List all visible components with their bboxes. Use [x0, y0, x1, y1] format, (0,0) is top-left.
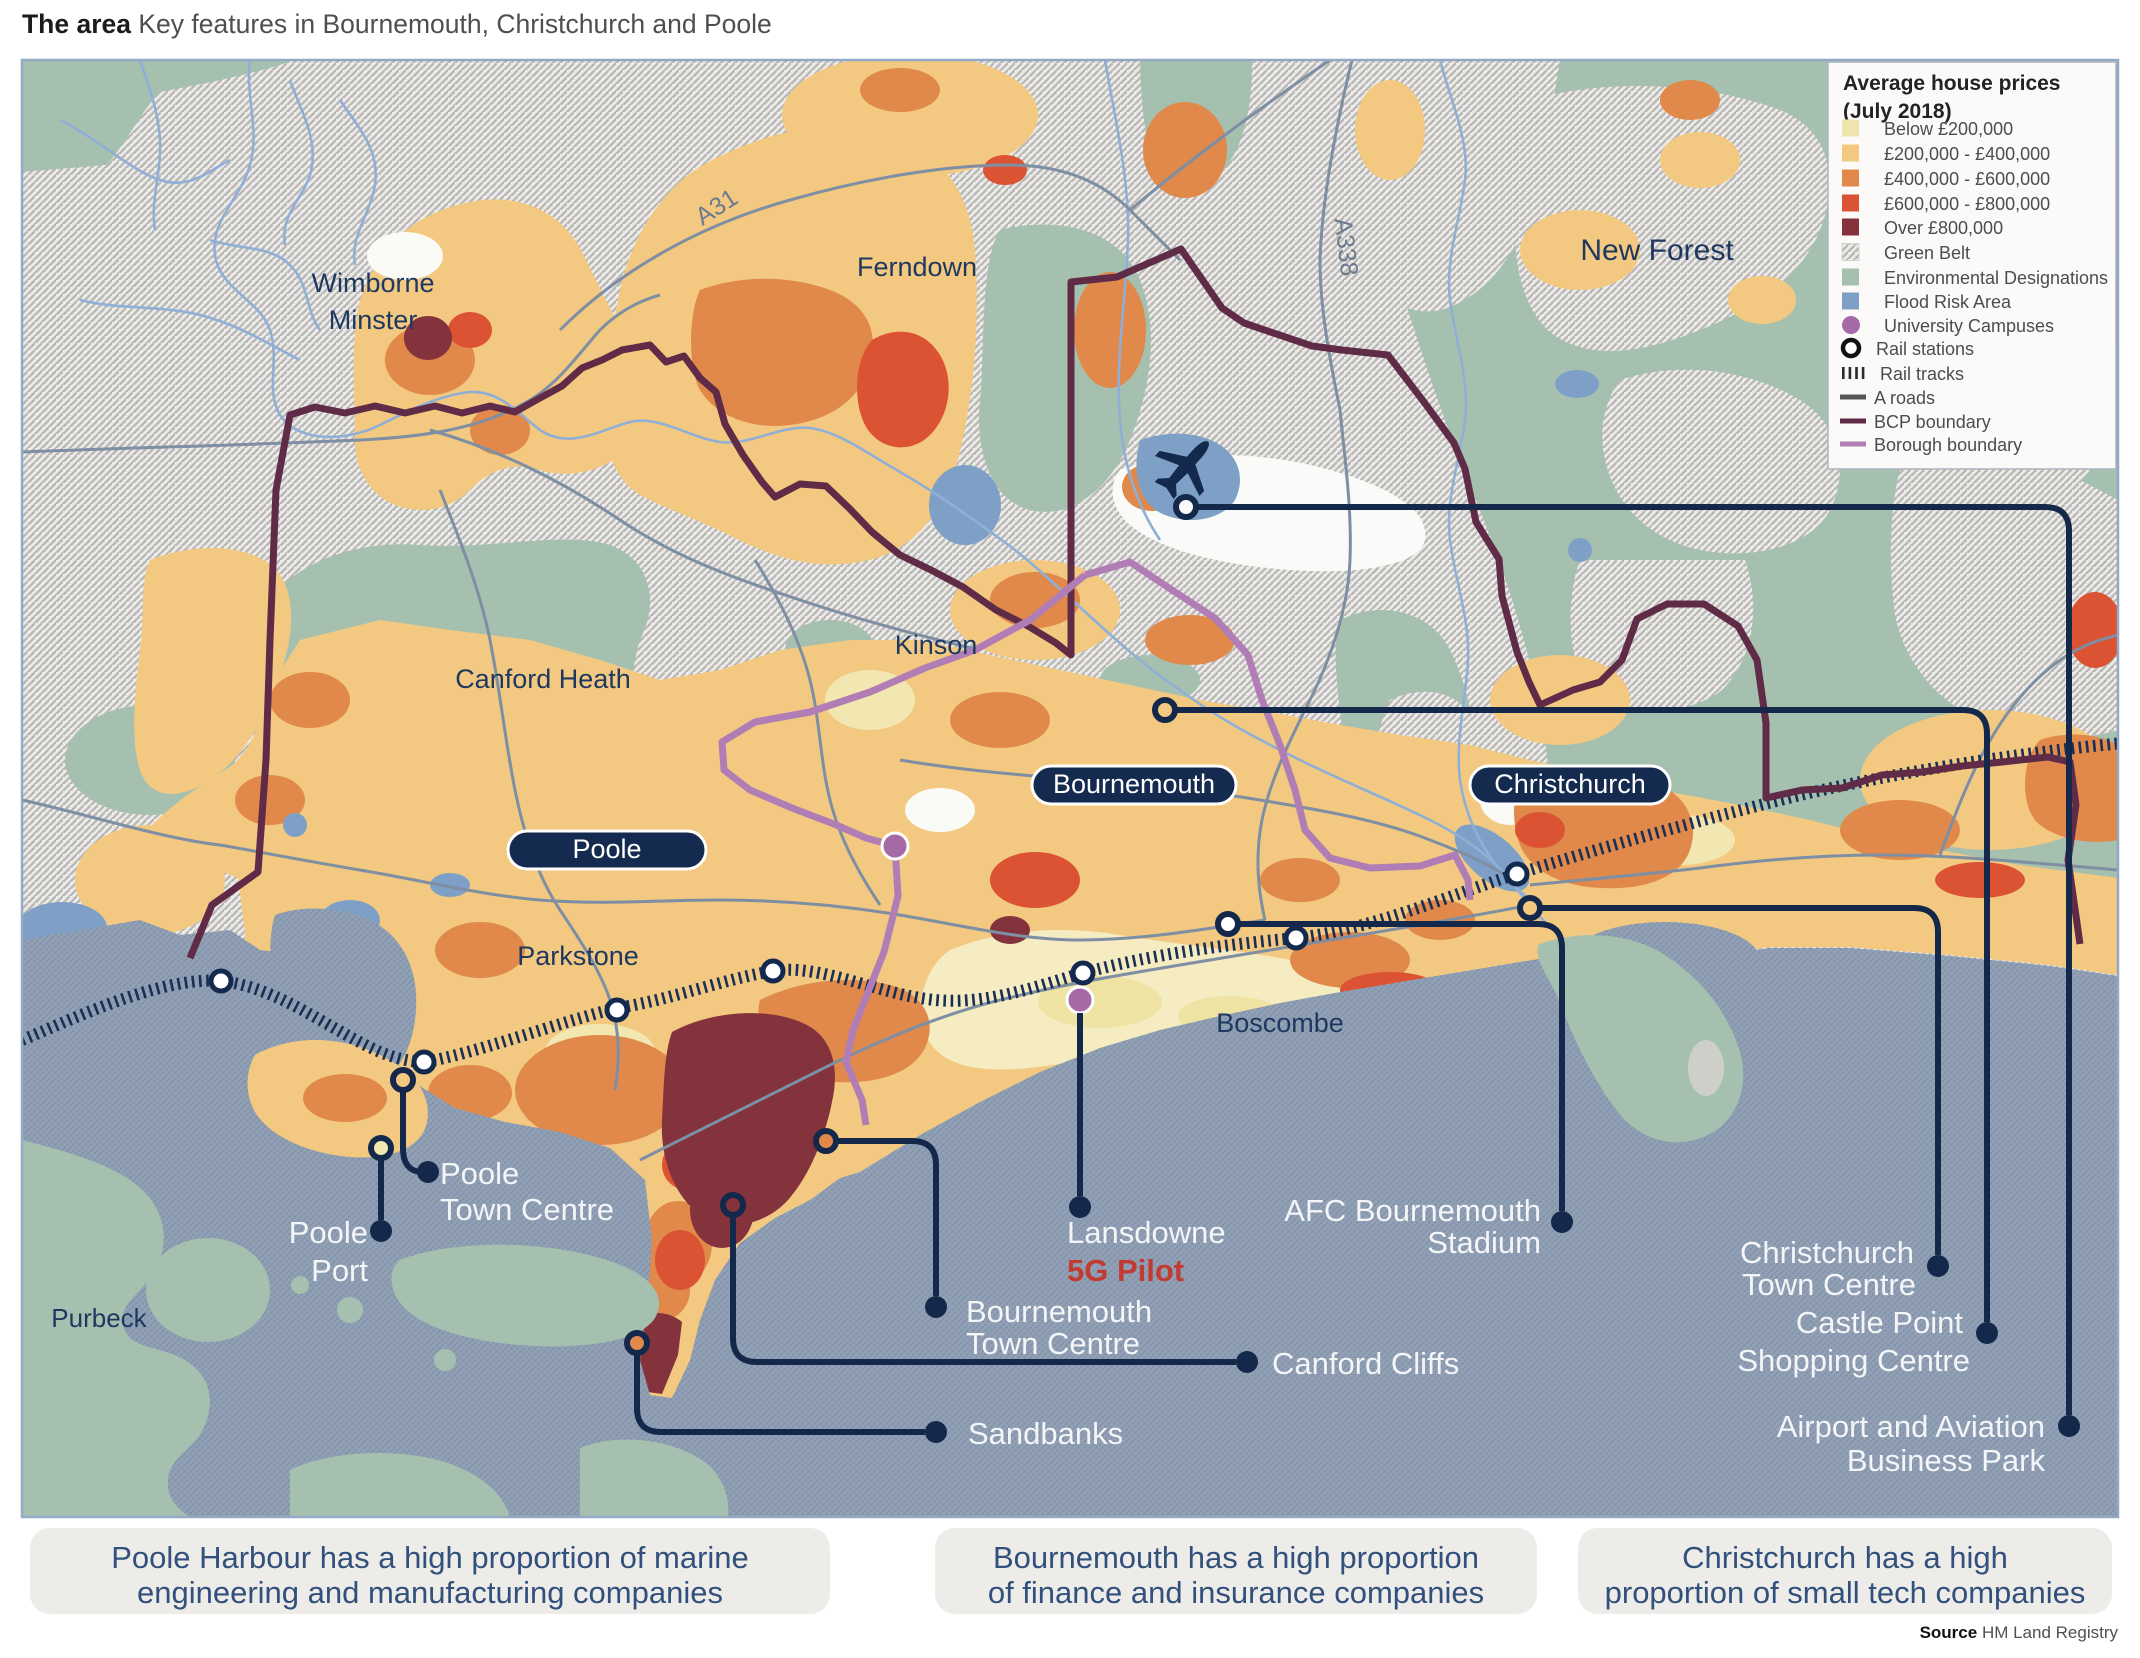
svg-text:Christchurch: Christchurch	[1740, 1235, 1914, 1270]
svg-text:Bournemouth has a high proport: Bournemouth has a high proportion	[993, 1540, 1479, 1575]
svg-text:Town Centre: Town Centre	[1742, 1267, 1916, 1302]
svg-text:Business Park: Business Park	[1847, 1443, 2046, 1478]
svg-text:Town Centre: Town Centre	[966, 1326, 1140, 1361]
svg-text:Borough boundary: Borough boundary	[1874, 435, 2022, 455]
svg-text:Christchurch has a high: Christchurch has a high	[1682, 1540, 2008, 1575]
svg-text:of finance and insurance compa: of finance and insurance companies	[988, 1575, 1484, 1610]
svg-text:Canford Heath: Canford Heath	[455, 664, 631, 694]
svg-text:Green Belt: Green Belt	[1884, 243, 1970, 263]
svg-text:Sandbanks: Sandbanks	[968, 1416, 1123, 1451]
svg-text:(July 2018): (July 2018)	[1843, 100, 1952, 123]
svg-text:Poole: Poole	[572, 834, 641, 864]
svg-text:Bournemouth: Bournemouth	[966, 1294, 1152, 1329]
svg-text:Kinson: Kinson	[895, 630, 978, 660]
svg-text:Rail stations: Rail stations	[1876, 339, 1974, 359]
svg-text:Purbeck: Purbeck	[51, 1303, 147, 1333]
svg-text:£600,000 - £800,000: £600,000 - £800,000	[1884, 194, 2050, 214]
svg-text:AFC Bournemouth: AFC Bournemouth	[1284, 1193, 1541, 1228]
svg-text:Shopping Centre: Shopping Centre	[1737, 1343, 1970, 1378]
svg-text:Boscombe: Boscombe	[1216, 1008, 1344, 1038]
svg-text:Wimborne: Wimborne	[311, 268, 434, 298]
svg-text:Castle Point: Castle Point	[1796, 1305, 1964, 1340]
svg-text:Poole Harbour has a high propo: Poole Harbour has a high proportion of m…	[111, 1540, 749, 1575]
svg-text:Environmental Designations: Environmental Designations	[1884, 268, 2108, 288]
svg-text:Average house prices: Average house prices	[1843, 72, 2061, 95]
svg-text:Poole: Poole	[289, 1215, 368, 1250]
svg-text:Poole: Poole	[440, 1156, 519, 1191]
svg-text:Flood Risk Area: Flood Risk Area	[1884, 292, 2012, 312]
svg-text:Rail tracks: Rail tracks	[1880, 364, 1964, 384]
svg-text:Minster: Minster	[329, 305, 418, 335]
svg-text:BCP boundary: BCP boundary	[1874, 412, 1991, 432]
svg-text:Airport and Aviation: Airport and Aviation	[1777, 1409, 2045, 1444]
svg-text:£400,000 - £600,000: £400,000 - £600,000	[1884, 169, 2050, 189]
svg-text:Christchurch: Christchurch	[1494, 769, 1646, 799]
svg-text:engineering and manufacturing: engineering and manufacturing companies	[137, 1575, 723, 1610]
svg-text:Source HM Land Registry: Source HM Land Registry	[1920, 1623, 2119, 1642]
svg-text:Below £200,000: Below £200,000	[1884, 119, 2013, 139]
svg-text:Parkstone: Parkstone	[517, 941, 639, 971]
svg-text:The area Key features in Bourn: The area Key features in Bournemouth, Ch…	[22, 9, 772, 39]
svg-text:proportion of small tech compa: proportion of small tech companies	[1605, 1575, 2086, 1610]
svg-text:Stadium: Stadium	[1427, 1225, 1541, 1260]
svg-text:New Forest: New Forest	[1580, 234, 1734, 267]
svg-text:Ferndown: Ferndown	[857, 252, 977, 282]
svg-text:Over £800,000: Over £800,000	[1884, 218, 2003, 238]
svg-text:A roads: A roads	[1874, 388, 1935, 408]
svg-text:5G Pilot: 5G Pilot	[1067, 1253, 1184, 1288]
svg-text:Bournemouth: Bournemouth	[1053, 769, 1215, 799]
svg-text:£200,000 - £400,000: £200,000 - £400,000	[1884, 144, 2050, 164]
svg-text:Lansdowne: Lansdowne	[1067, 1215, 1226, 1250]
svg-text:Canford Cliffs: Canford Cliffs	[1272, 1346, 1459, 1381]
svg-text:Town Centre: Town Centre	[440, 1192, 614, 1227]
svg-text:Port: Port	[311, 1253, 368, 1288]
svg-text:University Campuses: University Campuses	[1884, 316, 2054, 336]
